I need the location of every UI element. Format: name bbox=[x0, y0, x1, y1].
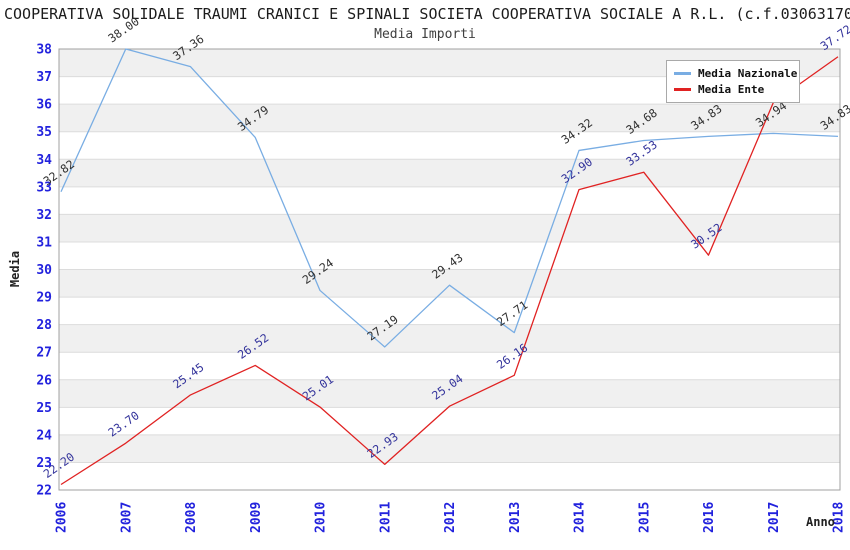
x-tick-label: 2009 bbox=[249, 502, 264, 533]
y-tick-label: 28 bbox=[36, 318, 52, 333]
series-line-media-ente bbox=[60, 56, 839, 486]
y-axis-title: Media bbox=[8, 250, 22, 288]
y-tick-label: 38 bbox=[36, 43, 52, 58]
y-tick-label: 30 bbox=[36, 263, 52, 278]
x-tick-label: 2008 bbox=[184, 502, 199, 533]
x-axis-title: Anno bbox=[806, 515, 835, 529]
y-tick-label: 32 bbox=[36, 208, 52, 223]
chart-title: COOPERATIVA SOLIDALE TRAUMI CRANICI E SP… bbox=[4, 5, 850, 23]
x-tick-label: 2018 bbox=[832, 502, 847, 533]
legend-label-nazionale: Media Nazionale bbox=[698, 66, 798, 80]
y-tick-label: 31 bbox=[36, 235, 52, 250]
x-tick-label: 2012 bbox=[443, 502, 458, 533]
x-tick-label: 2015 bbox=[637, 502, 652, 533]
y-tick-label: 26 bbox=[36, 373, 52, 388]
x-tick-label: 2017 bbox=[767, 502, 782, 533]
legend-box: Media Nazionale Media Ente bbox=[666, 60, 800, 103]
data-label: 37.72 bbox=[818, 22, 850, 53]
data-label: 38.00 bbox=[105, 14, 141, 45]
x-tick-label: 2010 bbox=[314, 502, 329, 533]
x-tick-label: 2011 bbox=[378, 502, 393, 533]
x-tick-label: 2014 bbox=[573, 502, 588, 533]
y-tick-label: 33 bbox=[36, 180, 52, 195]
y-tick-label: 23 bbox=[36, 456, 52, 471]
series-line-media-nazionale bbox=[60, 48, 839, 348]
y-tick-label: 35 bbox=[36, 125, 52, 140]
y-tick-label: 22 bbox=[36, 484, 52, 499]
x-tick-label: 2007 bbox=[119, 502, 134, 533]
y-tick-label: 27 bbox=[36, 346, 52, 361]
legend-label-ente: Media Ente bbox=[698, 83, 765, 97]
y-tick-label: 34 bbox=[36, 153, 52, 168]
nazionale-line-swatch bbox=[674, 71, 691, 75]
y-tick-label: 36 bbox=[36, 98, 52, 113]
y-tick-label: 25 bbox=[36, 401, 52, 416]
x-tick-label: 2016 bbox=[702, 502, 717, 533]
ente-line-swatch bbox=[674, 88, 691, 92]
y-tick-label: 37 bbox=[36, 70, 52, 85]
x-tick-label: 2013 bbox=[508, 502, 523, 533]
chart-subtitle: Media Importi bbox=[374, 27, 476, 42]
legend-item-nazionale: Media Nazionale bbox=[674, 67, 797, 80]
y-tick-label: 24 bbox=[36, 428, 52, 443]
y-tick-label: 29 bbox=[36, 291, 52, 306]
x-tick-label: 2006 bbox=[55, 502, 70, 533]
legend-item-ente: Media Ente bbox=[674, 83, 792, 96]
